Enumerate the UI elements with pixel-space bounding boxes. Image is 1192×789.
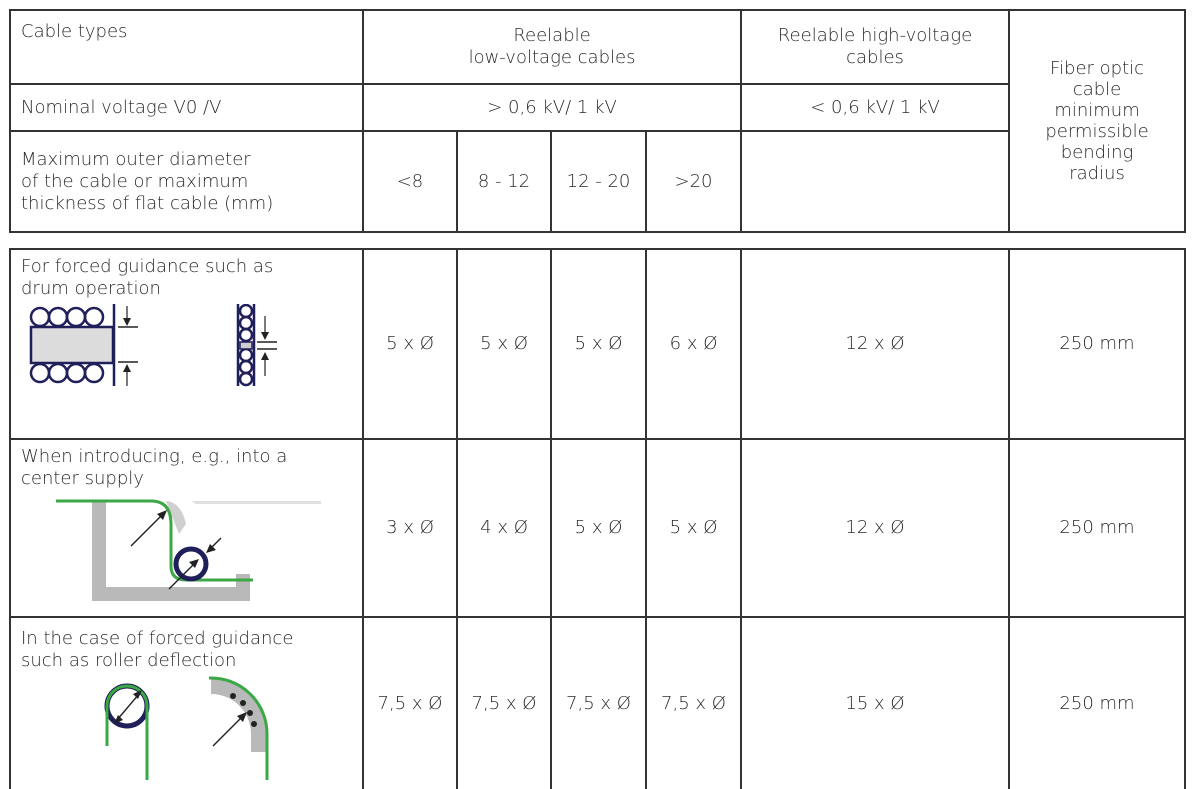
value-cell: 7,5 x Ø — [362, 616, 458, 789]
roller-deflection-illustration — [104, 676, 269, 780]
center-supply-illustration — [56, 499, 321, 601]
drum-operation-illustration — [29, 304, 277, 387]
diameter-label: Maximum outer diameter of the cable or m… — [9, 130, 364, 233]
diameter-col: >20 — [644, 130, 743, 233]
table-row: In the case of forced guidance such as r… — [9, 616, 1186, 789]
value-cell: 7,5 x Ø — [645, 616, 742, 789]
row-label: For forced guidance such as drum operati… — [21, 256, 274, 299]
diameter-col-high-empty — [740, 130, 1011, 233]
high-voltage-cell: 15 x Ø — [740, 616, 1010, 789]
nominal-voltage-label: Nominal voltage V0 /V — [9, 83, 364, 132]
reelable-low-voltage-header: Reelable low-voltage cables — [361, 9, 743, 85]
row-label: When introducing, e.g., into a center su… — [21, 446, 288, 489]
reelable-high-voltage-header: Reelable high-voltage cables — [740, 9, 1011, 85]
value-cell: 7,5 x Ø — [550, 616, 647, 789]
row-label: In the case of forced guidance such as r… — [21, 628, 294, 671]
cable-types-header: Cable types — [9, 9, 364, 85]
value-cell: 3 x Ø — [362, 438, 458, 618]
high-voltage-cell: 12 x Ø — [740, 438, 1010, 618]
header-table: Cable types Reelable low-voltage cables … — [9, 9, 1187, 233]
row-label-cell: When introducing, e.g., into a center su… — [9, 438, 364, 618]
diameter-col: 8 - 12 — [456, 130, 552, 233]
row-label-cell: In the case of forced guidance such as r… — [9, 616, 364, 789]
value-cell: 6 x Ø — [645, 248, 742, 440]
diameter-col: 12 - 20 — [550, 130, 647, 233]
row-label-cell: For forced guidance such as drum operati… — [9, 248, 364, 440]
fiber-cell: 250 mm — [1008, 438, 1186, 618]
value-cell: 5 x Ø — [362, 248, 458, 440]
diameter-col: <8 — [362, 130, 458, 233]
high-voltage-cell: 12 x Ø — [740, 248, 1010, 440]
value-cell: 4 x Ø — [456, 438, 552, 618]
nominal-voltage-high: < 0,6 kV/ 1 kV — [740, 83, 1011, 132]
table-row: When introducing, e.g., into a center su… — [9, 438, 1186, 618]
bending-radius-table: For forced guidance such as drum operati… — [9, 248, 1186, 789]
table-row: For forced guidance such as drum operati… — [9, 248, 1186, 440]
fiber-cell: 250 mm — [1008, 248, 1186, 440]
value-cell: 5 x Ø — [550, 248, 647, 440]
nominal-voltage-low: > 0,6 kV/ 1 kV — [361, 83, 743, 132]
fiber-optic-header: Fiber optic cable minimum permissible be… — [1008, 9, 1187, 233]
value-cell: 5 x Ø — [456, 248, 552, 440]
value-cell: 5 x Ø — [645, 438, 742, 618]
fiber-cell: 250 mm — [1008, 616, 1186, 789]
value-cell: 7,5 x Ø — [456, 616, 552, 789]
value-cell: 5 x Ø — [550, 438, 647, 618]
